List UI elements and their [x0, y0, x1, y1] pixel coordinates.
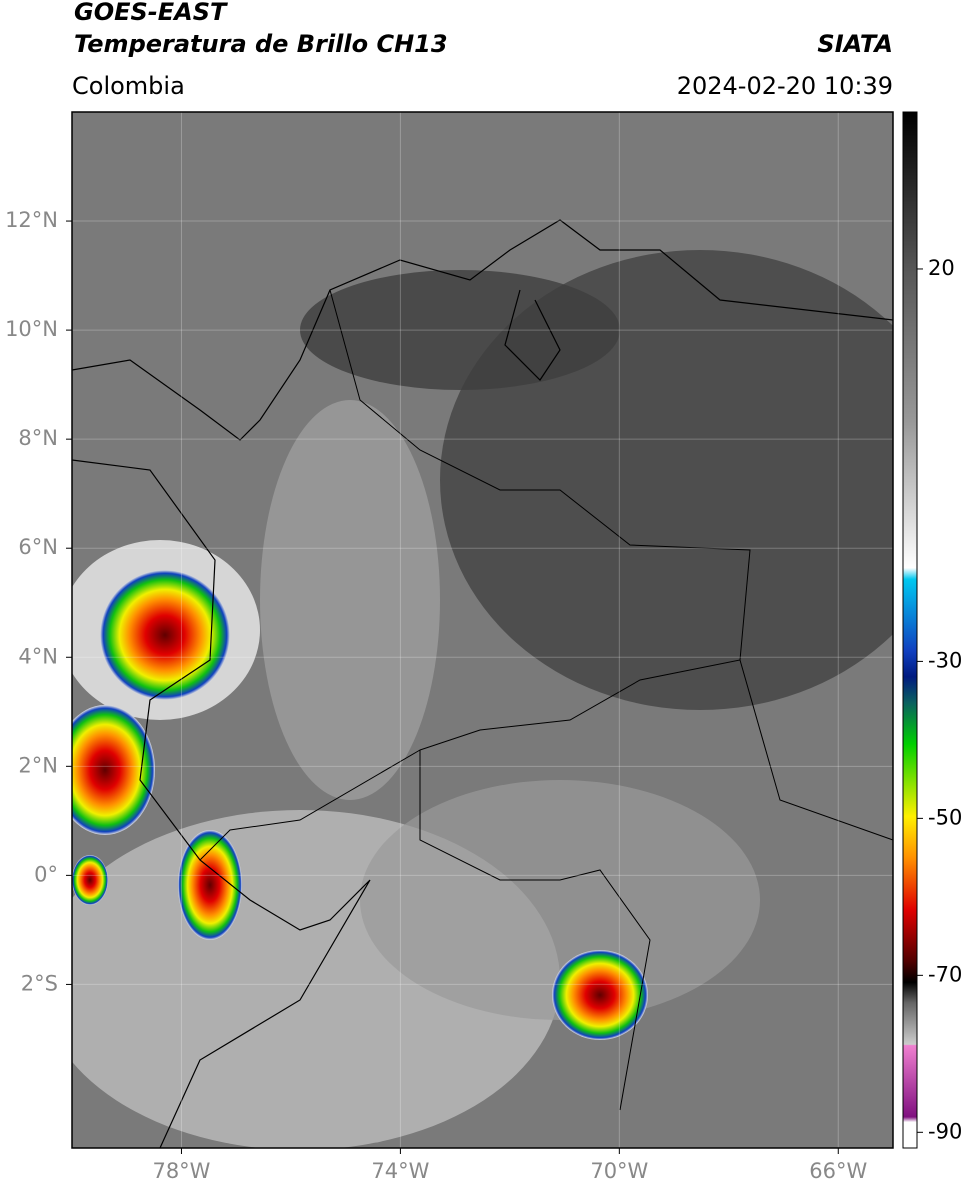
colorbar-tick-label: -30: [928, 648, 962, 672]
title: GOES-EAST: [74, 0, 228, 26]
lat-tick-label: 2°N: [18, 753, 58, 777]
imagery: [72, 112, 893, 1148]
grid: [72, 112, 893, 1148]
region: Colombia: [72, 72, 185, 100]
colorbar-tick-label: -90: [928, 1119, 962, 1143]
lon-tick-label: 78°W: [152, 1159, 210, 1183]
colorbar-tick-label: -50: [928, 805, 962, 829]
lat-tick-label: 4°N: [18, 644, 58, 668]
lat-tick-label: 0°: [34, 862, 58, 886]
lat-tick-label: 12°N: [5, 208, 58, 232]
lon-tick-label: 66°W: [809, 1159, 867, 1183]
source: SIATA: [817, 30, 893, 58]
lat-tick-label: 2°S: [21, 971, 58, 995]
datetime: 2024-02-20 10:39: [677, 72, 893, 100]
colorbar: [902, 111, 918, 1149]
lat-tick-label: 10°N: [5, 317, 58, 341]
lon-tick-label: 70°W: [590, 1159, 648, 1183]
lat-tick-label: 8°N: [18, 426, 58, 450]
map-frame: [71, 111, 894, 1149]
colorbar-tick-label: 20: [928, 256, 955, 280]
lat-tick-label: 6°N: [18, 535, 58, 559]
lon-tick-label: 74°W: [371, 1159, 429, 1183]
colorbar-tick-label: -70: [928, 962, 962, 986]
subtitle: Temperatura de Brillo CH13: [74, 30, 448, 58]
